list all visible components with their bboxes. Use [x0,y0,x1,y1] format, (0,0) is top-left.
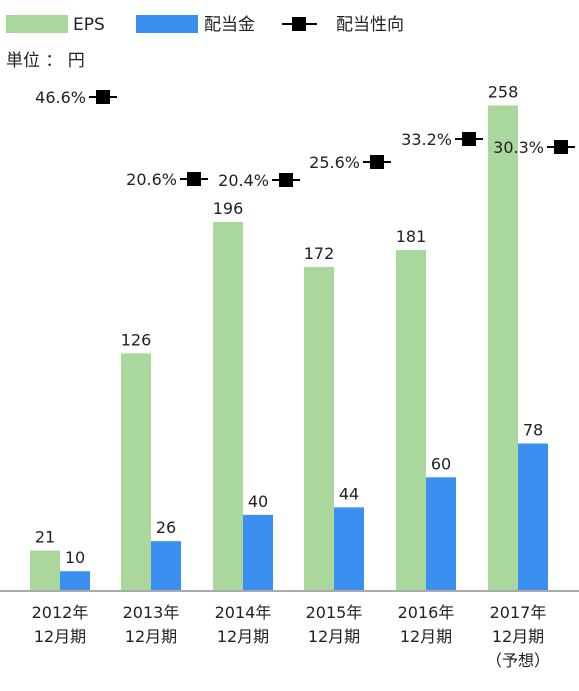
dividend-value-label-2: 40 [248,492,268,511]
eps-value-label-4: 181 [396,227,427,246]
payout-value-label-4: 33.2% [401,130,452,149]
eps-bar-5 [488,105,518,590]
payout-value-label-1: 20.6% [126,170,177,189]
eps-value-label-3: 172 [304,244,335,263]
x-tick-label-3-0: 2015年 [306,603,363,622]
dividend-value-label-3: 44 [339,484,359,503]
payout-layer: 46.6% 20.6% 20.4% 25.6% 33.2% 30.3% [35,88,575,190]
x-tick-label-4-1: 12月期 [400,627,452,646]
bars-layer [30,105,548,591]
dividend-bar-0 [60,571,90,590]
legend-label-eps: EPS [73,15,105,35]
x-tick-label-5-1: 12月期 [492,627,544,646]
payout-value-label-5: 30.3% [493,138,544,157]
eps-bar-3 [304,266,334,590]
eps-bar-4 [396,250,426,590]
eps-bar-0 [30,550,60,590]
payout-value-label-0: 46.6% [35,88,86,107]
x-tick-label-5-2: （予想） [486,651,550,670]
x-axis: 2012年 12月期 2013年 12月期 2014年 12月期 2015年 12月期 2016… [0,590,579,670]
payout-marker-4 [462,132,476,146]
dividend-bar-4 [426,477,456,590]
legend-label-payout: 配当性向 [336,15,404,35]
payout-marker-3 [370,155,384,169]
legend-label-dividend: 配当金 [204,15,255,35]
legend-marker-payout [292,17,306,31]
payout-value-label-2: 20.4% [218,171,269,190]
bar-labels-layer: 21 10 126 26 196 40 172 44 181 60 258 78 [35,82,543,567]
dividend-bar-5 [518,443,548,590]
dividend-bar-2 [243,514,273,590]
dividend-value-label-1: 26 [156,518,176,537]
x-tick-label-0-0: 2012年 [32,603,89,622]
dividend-bar-3 [334,507,364,590]
x-tick-label-0-1: 12月期 [34,627,86,646]
dividend-value-label-0: 10 [65,548,85,567]
legend-swatch-dividend [136,15,198,33]
legend: EPS 配当金 配当性向 [6,15,404,35]
dividend-value-label-5: 78 [523,421,543,440]
eps-value-label-2: 196 [213,199,244,218]
x-tick-label-2-1: 12月期 [217,627,269,646]
eps-bar-2 [213,221,243,591]
dividend-bar-1 [151,541,181,590]
x-tick-label-1-1: 12月期 [125,627,177,646]
dividend-value-label-4: 60 [431,454,451,473]
unit-label: 単位 ： 円 [6,51,85,71]
payout-marker-2 [279,173,293,187]
payout-marker-5 [554,140,568,154]
x-tick-label-1-0: 2013年 [123,603,180,622]
x-tick-label-2-0: 2014年 [215,603,272,622]
eps-value-label-1: 126 [121,330,152,349]
x-tick-label-3-1: 12月期 [308,627,360,646]
payout-value-label-3: 25.6% [309,153,360,172]
x-tick-label-4-0: 2016年 [398,603,455,622]
payout-marker-1 [187,172,201,186]
legend-swatch-eps [6,15,68,33]
payout-marker-0 [96,90,110,104]
eps-value-label-5: 258 [488,82,519,101]
x-tick-label-5-0: 2017年 [490,603,547,622]
eps-bar-1 [121,353,151,590]
eps-value-label-0: 21 [35,528,55,547]
